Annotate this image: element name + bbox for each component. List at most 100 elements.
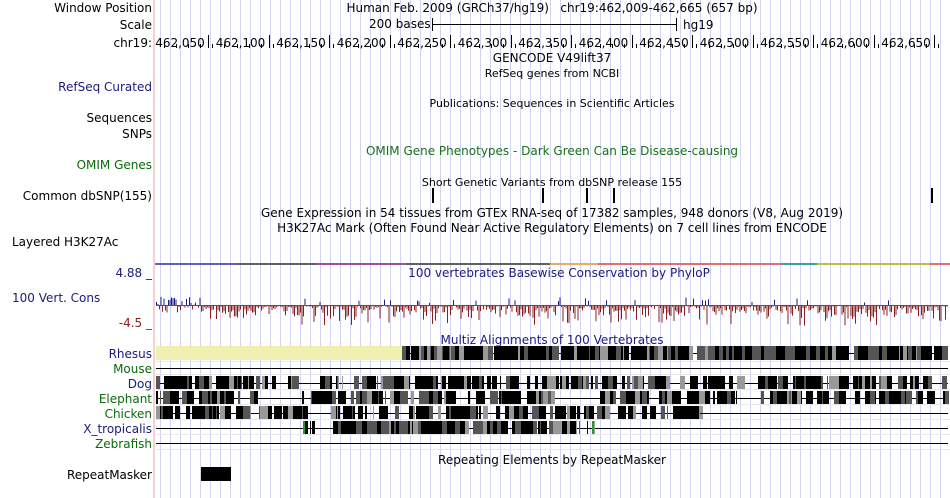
dog-align-block	[760, 376, 761, 390]
rhesus-align-block	[494, 346, 495, 360]
rhesus-align-block	[636, 346, 637, 360]
conservation-bar	[924, 305, 925, 313]
xtrop-align-block	[384, 421, 389, 435]
conservation-bar	[436, 305, 438, 314]
chicken-align-block	[479, 406, 481, 420]
multiz-species-elephant[interactable]: Elephant	[98, 392, 152, 406]
elephant-align-block	[320, 391, 323, 405]
grid-line	[240, 0, 241, 498]
rhesus-align-block	[649, 346, 650, 360]
elephant-align-block	[448, 391, 453, 405]
omim-track-label[interactable]: OMIM Genes	[76, 158, 152, 172]
conservation-bar	[684, 305, 685, 317]
rhesus-align-block	[455, 346, 459, 360]
grid-line	[490, 0, 491, 498]
chicken-align-block	[515, 406, 519, 420]
multiz-species-mouse[interactable]: Mouse	[113, 362, 152, 376]
sequences-track-label[interactable]: Sequences	[86, 111, 152, 125]
rhesus-align-block	[637, 346, 641, 360]
multiz-species-dog[interactable]: Dog	[127, 377, 152, 391]
elephant-align-block	[490, 391, 495, 405]
elephant-align-block	[626, 391, 630, 405]
rhesus-align-block	[684, 346, 689, 360]
dog-align-block	[542, 376, 544, 390]
conservation-bar	[676, 305, 678, 312]
elephant-align-block	[222, 391, 224, 405]
chicken-align-block	[300, 406, 302, 420]
refseq-track-label[interactable]: RefSeq Curated	[58, 80, 152, 94]
conservation-bar	[870, 305, 871, 322]
dbsnp-track-title[interactable]: Short Genetic Variants from dbSNP releas…	[421, 176, 683, 189]
rhesus-align-block	[879, 346, 882, 360]
rhesus-align-block	[566, 346, 571, 360]
dog-align-block	[500, 376, 501, 390]
multiz-track-title[interactable]: Multiz Alignments of 100 Vertebrates	[440, 333, 664, 347]
window-position-value: Human Feb. 2009 (GRCh37/hg19) chr19:462,…	[346, 1, 758, 15]
h3k27ac-track-label[interactable]: Layered H3K27Ac	[12, 235, 119, 249]
rhesus-align-block	[443, 346, 446, 360]
chicken-align-block	[586, 406, 589, 420]
rhesus-align-block	[590, 346, 595, 360]
refseq-track-title[interactable]: RefSeq genes from NCBI	[484, 67, 620, 80]
conservation-bar	[912, 305, 913, 309]
rhesus-align-block	[726, 346, 729, 360]
repeatmasker-track-title[interactable]: Repeating Elements by RepeatMasker	[438, 453, 666, 467]
multiz-species-chicken[interactable]: Chicken	[104, 407, 152, 421]
conservation-bar	[550, 305, 552, 308]
dog-align-block	[367, 376, 370, 390]
repeatmasker-track-label[interactable]: RepeatMasker	[66, 468, 152, 482]
dog-align-block	[362, 376, 367, 390]
grid-line	[630, 0, 631, 498]
dog-align-block	[862, 376, 865, 390]
grid-line	[200, 0, 201, 498]
elephant-align-block	[419, 391, 424, 405]
chicken-align-block	[463, 406, 466, 420]
ruler-tick	[632, 35, 633, 48]
conservation-bar	[219, 305, 220, 312]
h3k27ac-track-title[interactable]: H3K27Ac Mark (Often Found Near Active Re…	[277, 221, 827, 235]
rhesus-align-block	[908, 346, 912, 360]
grid-line	[830, 0, 831, 498]
conservation-track-label[interactable]: 100 Vert. Cons	[12, 291, 101, 305]
dog-align-block	[816, 376, 821, 390]
dog-align-block	[265, 376, 268, 390]
conservation-bar	[757, 305, 759, 315]
rhesus-align-block	[416, 346, 418, 360]
conservation-bar	[750, 305, 751, 308]
dog-align-block	[839, 376, 843, 390]
gencode-track-title[interactable]: GENCODE V49lift37	[492, 51, 612, 65]
omim-track-title[interactable]: OMIM Gene Phenotypes - Dark Green Can Be…	[365, 144, 739, 158]
elephant-align-block	[172, 391, 173, 405]
dbsnp-track-label[interactable]: Common dbSNP(155)	[22, 189, 152, 203]
snps-track-label[interactable]: SNPs	[122, 127, 152, 141]
rhesus-align-block	[641, 346, 644, 360]
conservation-bar	[364, 305, 366, 311]
conservation-bar	[540, 305, 541, 308]
xtrop-align-block	[497, 421, 499, 435]
dog-align-block	[765, 376, 768, 390]
conservation-bar	[201, 305, 202, 312]
chicken-align-block	[331, 406, 336, 420]
elephant-align-block	[156, 391, 158, 405]
conservation-track-title[interactable]: 100 vertebrates Basewise Conservation by…	[408, 266, 710, 280]
multiz-species-zebrafish[interactable]: Zebrafish	[95, 437, 152, 451]
publications-track-title[interactable]: Publications: Sequences in Scientific Ar…	[429, 97, 675, 110]
elephant-align-block	[453, 391, 456, 405]
conservation-bar	[313, 305, 315, 322]
grid-line	[500, 0, 501, 498]
gtex-track-title[interactable]: Gene Expression in 54 tissues from GTEx …	[260, 206, 844, 220]
conservation-bar	[696, 305, 697, 309]
multiz-species-x-tropicalis[interactable]: X_tropicalis	[83, 422, 152, 436]
rhesus-align-block	[561, 346, 566, 360]
conservation-bar	[528, 305, 529, 314]
conservation-bar	[205, 305, 207, 309]
chromosome-label: chr19:	[113, 36, 152, 50]
ruler-minor-tick	[442, 44, 443, 48]
multiz-species-rhesus[interactable]: Rhesus	[108, 347, 152, 361]
conservation-bar	[835, 305, 837, 316]
conservation-bar	[177, 305, 178, 313]
dog-align-block	[199, 376, 204, 390]
elephant-align-block	[697, 391, 699, 405]
dog-align-block	[172, 376, 176, 390]
grid-line	[550, 0, 551, 498]
